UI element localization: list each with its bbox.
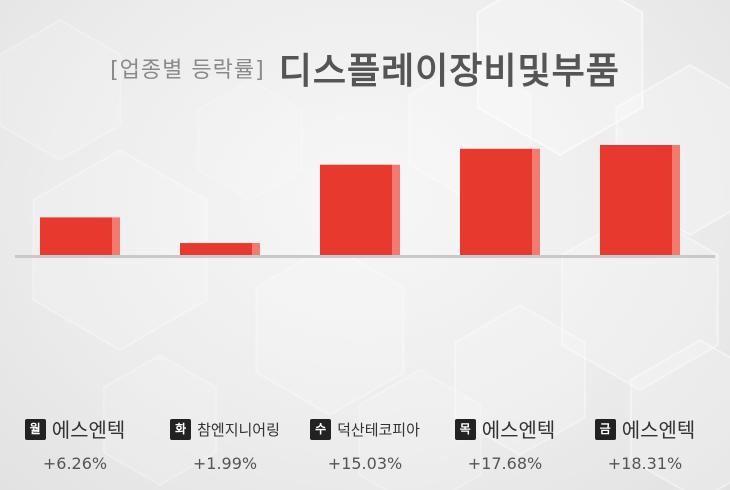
company-name: 에스엔텍: [621, 417, 696, 442]
company-name: 참엔지니어링: [197, 420, 280, 439]
company-name: 에스엔텍: [481, 417, 556, 442]
hexagon-shape: [255, 243, 405, 417]
title-main: 디스플레이장비및부품: [278, 51, 620, 92]
hexagon-shape: [629, 338, 730, 490]
day-badge: 월: [24, 419, 46, 440]
change-value: +15.03%: [327, 454, 403, 473]
hexagon-shape: [358, 368, 482, 490]
company-name: 덕산테코피아: [337, 420, 420, 439]
bar-화: [180, 243, 252, 255]
hexagon-shape: [454, 303, 586, 457]
bar-side-목: [532, 148, 540, 255]
label-thursday: 목 에스엔텍 +17.68%: [435, 412, 575, 473]
day-badge: 수: [310, 419, 332, 440]
label-wednesday: 수 덕산테코피아 +15.03%: [295, 412, 435, 473]
day-badge: 목: [454, 419, 476, 440]
change-value: +17.68%: [467, 454, 543, 473]
bar-금: [600, 145, 672, 255]
hexagon-shape: [0, 18, 122, 162]
bar-side-화: [252, 243, 260, 255]
label-tuesday: 화 참엔지니어링 +1.99%: [155, 412, 295, 473]
bar-월: [40, 217, 112, 255]
hexagon-shape: [102, 353, 218, 487]
bar-side-수: [392, 164, 400, 255]
bar-side-월: [112, 217, 120, 255]
chart-title: [업종별 등락률] 디스플레이장비및부품: [0, 42, 730, 94]
title-prefix: [업종별 등락률]: [110, 58, 265, 83]
bar-목: [460, 148, 532, 255]
hexagon-shape: [476, 0, 644, 157]
change-value: +1.99%: [192, 454, 258, 473]
bar-side-금: [672, 145, 680, 255]
day-badge: 금: [594, 419, 616, 440]
hexagon-shape: [197, 78, 303, 202]
change-value: +18.31%: [607, 454, 683, 473]
label-friday: 금 에스엔텍 +18.31%: [575, 412, 715, 473]
bar-수: [320, 164, 392, 255]
label-monday: 월 에스엔텍 +6.26%: [5, 412, 145, 473]
day-badge: 화: [170, 419, 192, 440]
bar-group: [40, 145, 680, 255]
company-name: 에스엔텍: [51, 417, 126, 442]
change-value: +6.26%: [42, 454, 108, 473]
